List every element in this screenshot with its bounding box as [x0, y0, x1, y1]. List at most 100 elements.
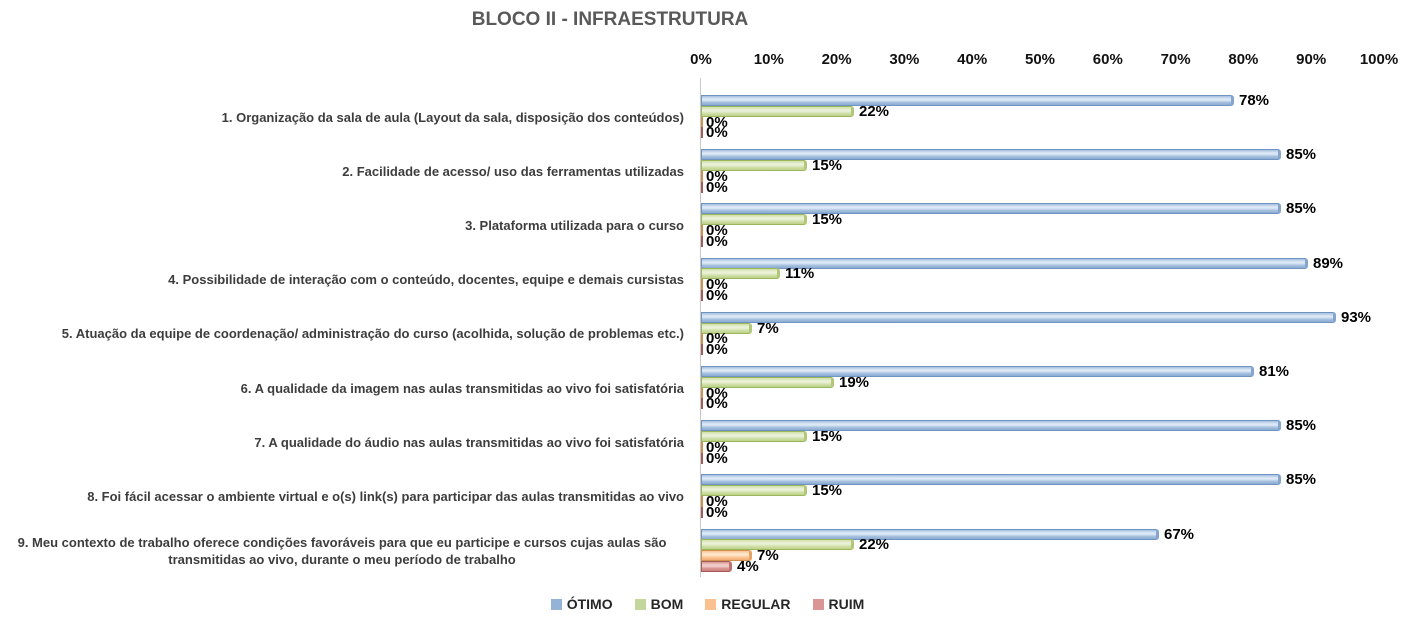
category-label-text: 4. Possibilidade de interação com o cont… — [168, 272, 684, 288]
data-label: 0% — [706, 178, 728, 196]
value-axis-tick-label: 70% — [1160, 51, 1191, 68]
data-label: 0% — [706, 276, 728, 294]
data-label: 0% — [706, 330, 728, 348]
bar--timo — [701, 203, 1281, 215]
bar-bom — [701, 485, 807, 497]
data-label: 0% — [706, 341, 728, 359]
data-label: 0% — [706, 124, 728, 142]
zero-bar-regular — [701, 441, 703, 453]
bar-ruim — [701, 561, 732, 572]
legend-item-regular: REGULAR — [705, 597, 791, 611]
bar--timo — [701, 474, 1281, 486]
data-label: 0% — [706, 222, 728, 239]
data-label: 0% — [706, 493, 728, 510]
value-axis-tick-label: 50% — [1024, 51, 1056, 68]
data-label: 7% — [757, 319, 779, 337]
category-label: 8. Foi fácil acessar o ambiente virtual … — [0, 474, 700, 518]
bar-bom — [701, 160, 807, 171]
zero-bar-ruim — [701, 127, 703, 139]
bar-bom — [701, 376, 834, 388]
zero-bar-regular — [701, 333, 703, 345]
value-axis-tick-label: 90% — [1296, 51, 1327, 68]
data-label: 15% — [812, 482, 843, 500]
data-label: 93% — [1341, 308, 1372, 326]
bar--timo — [701, 528, 1159, 540]
data-label: 0% — [706, 395, 728, 413]
zero-bar-regular — [701, 496, 703, 507]
data-label: 15% — [812, 157, 843, 174]
value-axis-tick-label: 30% — [889, 51, 920, 68]
bar-bom — [701, 268, 780, 280]
data-label: 85% — [1286, 146, 1317, 164]
legend-swatch — [550, 598, 562, 610]
legend-label: RUIM — [828, 596, 865, 612]
zero-bar-regular — [701, 225, 703, 236]
zero-bar-regular — [701, 279, 703, 291]
zero-bar-ruim — [701, 398, 703, 410]
category-label-text: 9. Meu contexto de trabalho oferece cond… — [17, 534, 667, 567]
category-label: 5. Atuação da equipe de coordenação/ adm… — [0, 312, 700, 356]
data-label: 7% — [757, 547, 779, 565]
bar--timo — [701, 420, 1281, 432]
data-label: 81% — [1259, 363, 1290, 380]
zero-bar-ruim — [701, 344, 703, 356]
data-label: 11% — [785, 265, 815, 283]
value-axis-tick-label: 100% — [1359, 51, 1399, 68]
category-label: 2. Facilidade de acesso/ uso das ferrame… — [0, 149, 700, 193]
legend-swatch — [705, 598, 717, 610]
zero-bar-regular — [701, 116, 703, 128]
bar-bom — [701, 431, 807, 442]
category-label-text: 2. Facilidade de acesso/ uso das ferrame… — [342, 163, 684, 179]
bar-bom — [701, 322, 752, 334]
zero-bar-ruim — [701, 506, 703, 518]
data-label: 4% — [737, 558, 759, 575]
zero-bar-ruim — [701, 290, 703, 301]
category-label: 3. Plataforma utilizada para o curso — [0, 203, 700, 247]
zero-bar-ruim — [701, 235, 703, 247]
zero-bar-ruim — [701, 452, 703, 464]
value-axis-tick-label: 80% — [1228, 51, 1259, 68]
data-label: 0% — [706, 449, 728, 467]
data-label: 0% — [706, 438, 728, 456]
category-label: 1. Organização da sala de aula (Layout d… — [0, 95, 700, 139]
data-label: 0% — [706, 113, 728, 131]
bar-regular — [701, 550, 752, 562]
value-axis-tick-label: 10% — [753, 51, 784, 68]
legend-label: BOM — [650, 596, 684, 612]
legend-item-bom: BOM — [634, 596, 684, 612]
category-label-text: 8. Foi fácil acessar o ambiente virtual … — [87, 488, 684, 504]
data-label: 89% — [1313, 254, 1344, 272]
bar--timo — [701, 311, 1336, 323]
category-label-text: 1. Organização da sala de aula (Layout d… — [221, 109, 684, 125]
data-label: 0% — [706, 503, 728, 521]
data-label: 78% — [1239, 92, 1270, 109]
data-label: 15% — [812, 428, 843, 445]
category-label-text: 3. Plataforma utilizada para o curso — [465, 217, 684, 233]
data-label: 0% — [706, 287, 728, 304]
legend: ÓTIMO BOM REGULAR RUIM — [0, 597, 1415, 611]
legend-item--timo: ÓTIMO — [550, 597, 613, 611]
data-label: 67% — [1164, 525, 1195, 543]
chart-title: BLOCO II - INFRAESTRUTURA — [471, 9, 749, 30]
category-label-text: 7. A qualidade do áudio nas aulas transm… — [254, 434, 684, 450]
legend-item-ruim: RUIM — [812, 596, 865, 612]
data-label: 85% — [1286, 417, 1317, 435]
bar--timo — [701, 95, 1234, 106]
category-label: 4. Possibilidade de interação com o cont… — [0, 258, 700, 302]
bar--timo — [701, 149, 1281, 161]
category-label: 6. A qualidade da imagem nas aulas trans… — [0, 366, 700, 410]
category-axis: 1. Organização da sala de aula (Layout d… — [0, 78, 700, 577]
category-label: 9. Meu contexto de trabalho oferece cond… — [0, 529, 700, 573]
category-label-text: 5. Atuação da equipe de coordenação/ adm… — [61, 326, 684, 342]
data-label: 15% — [812, 211, 843, 229]
data-label: 0% — [706, 384, 728, 402]
bar--timo — [701, 257, 1308, 269]
category-label: 7. A qualidade do áudio nas aulas transm… — [0, 420, 700, 464]
data-label: 22% — [859, 536, 890, 554]
data-label: 0% — [706, 167, 728, 185]
legend-swatch — [812, 598, 824, 610]
value-axis-tick-label: 0% — [690, 51, 712, 68]
data-label: 0% — [706, 232, 728, 250]
bar-bom — [701, 105, 854, 117]
